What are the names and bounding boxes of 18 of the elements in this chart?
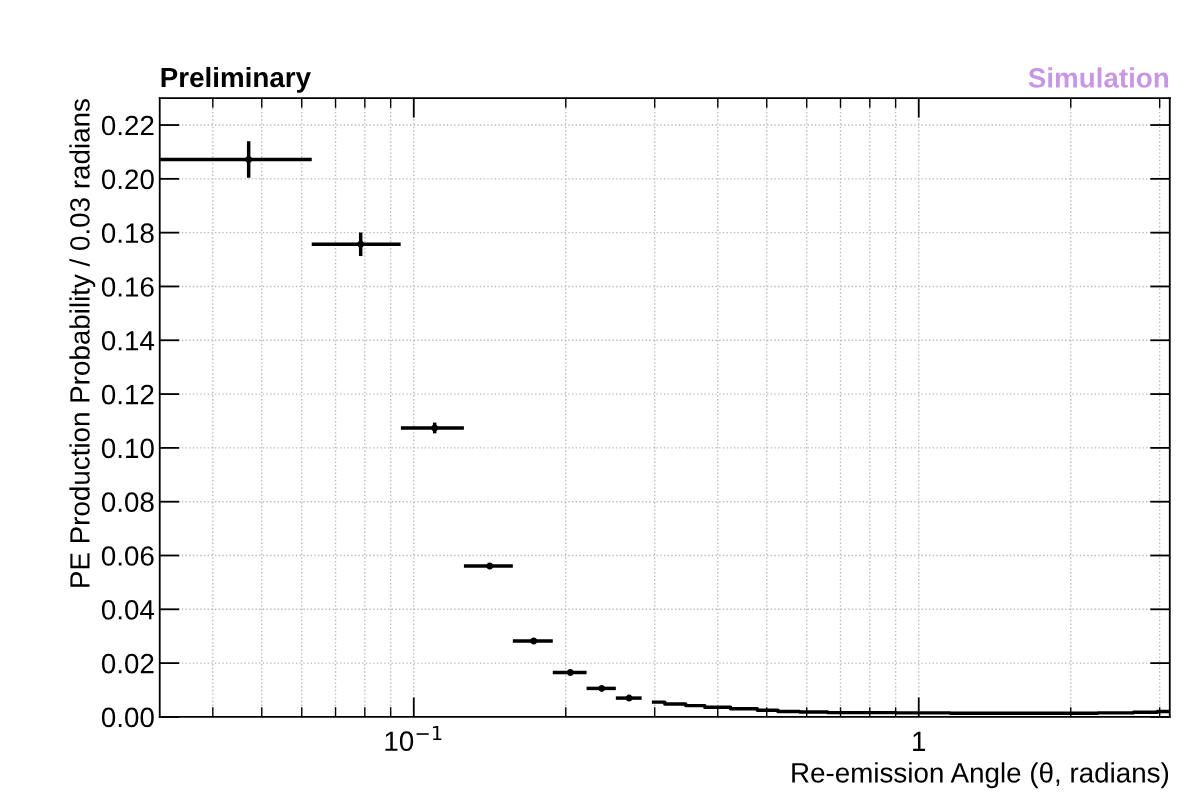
y-tick-label: 0.16 [101,277,154,297]
x-axis-title: Re-emission Angle (θ, radians) [792,762,1169,789]
y-tick-label: 0.22 [101,115,154,136]
x-tick-label: 1 [913,731,926,751]
y-tick-label: 0.10 [101,438,154,459]
y-tick-label: 0.02 [101,653,154,674]
x-tick-label: 10$^{−1}$ [385,725,442,752]
text: Simulation [1028,67,1169,88]
y-tick-label: 0.08 [101,492,154,513]
y-tick-label: 0.18 [101,223,154,243]
y-tick-label: 0.04 [101,599,155,620]
y-tick-label: 0.20 [101,169,154,190]
chart-title: Preliminary [161,66,311,93]
y-tick-label: 0.00 [101,707,154,728]
y-tick-label: 0.12 [101,384,154,405]
y-tick-label: 0.06 [101,546,154,566]
y-tick-label: 0.14 [101,330,155,351]
y-axis-title: PE Production Probability / 0.03 radians [69,99,96,587]
